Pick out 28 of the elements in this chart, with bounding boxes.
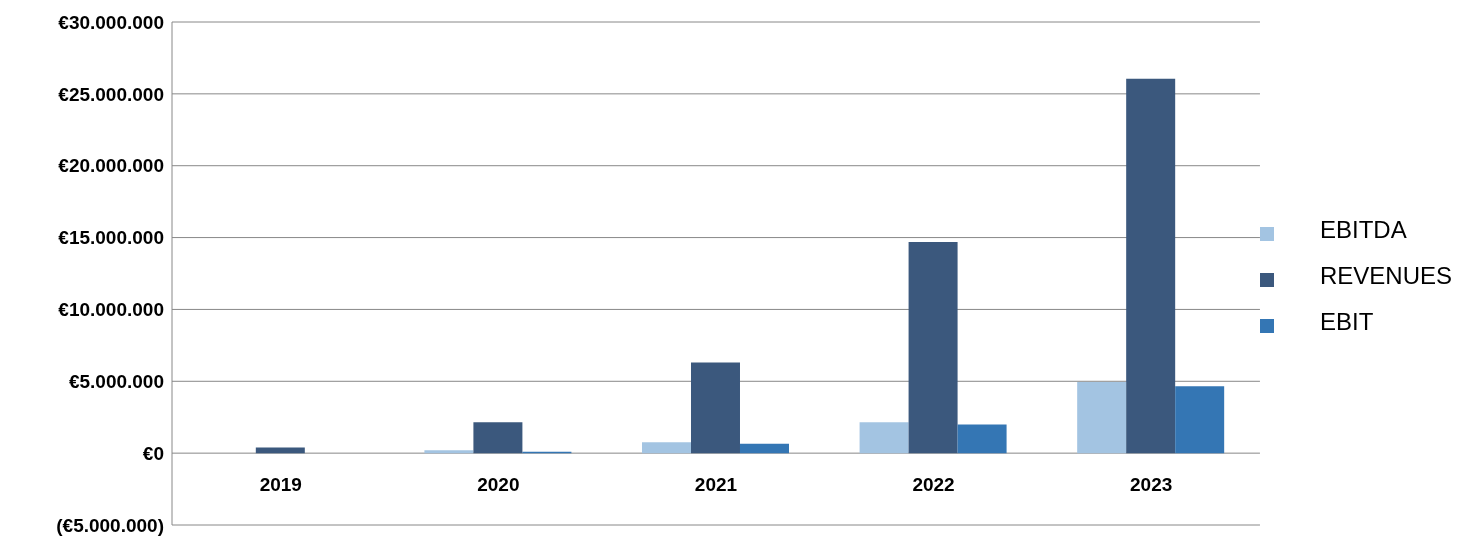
bar <box>424 450 474 454</box>
x-tick-label: 2020 <box>477 474 520 496</box>
legend-label: EBIT <box>1319 308 1374 335</box>
bar <box>1077 382 1127 454</box>
bar <box>1126 78 1176 454</box>
bar <box>691 362 740 454</box>
bar <box>908 241 958 454</box>
y-tick-label: €0 <box>142 442 164 464</box>
x-tick-label: 2021 <box>694 474 738 496</box>
x-tick-label: 2019 <box>259 474 302 496</box>
legend-label: REVENUES <box>1319 262 1452 289</box>
y-tick-label: €5.000.000 <box>68 371 164 393</box>
y-tick-label: €15.000.000 <box>58 227 164 249</box>
bar <box>473 422 523 454</box>
x-tick-label: 2023 <box>1130 474 1173 496</box>
bar <box>957 424 1007 454</box>
x-tick-label: 2022 <box>912 474 955 496</box>
legend-label: EBITDA <box>1319 216 1407 243</box>
bar <box>859 422 909 454</box>
bar <box>642 442 691 454</box>
y-tick-label: €10.000.000 <box>58 299 164 321</box>
y-tick-label: €30.000.000 <box>58 11 164 33</box>
bar <box>255 447 305 454</box>
y-tick-label: €20.000.000 <box>58 155 164 177</box>
y-tick-label: €25.000.000 <box>58 83 164 105</box>
bar <box>740 443 789 454</box>
y-tick-label: (€5.000.000) <box>56 514 164 536</box>
bar <box>1175 386 1225 454</box>
